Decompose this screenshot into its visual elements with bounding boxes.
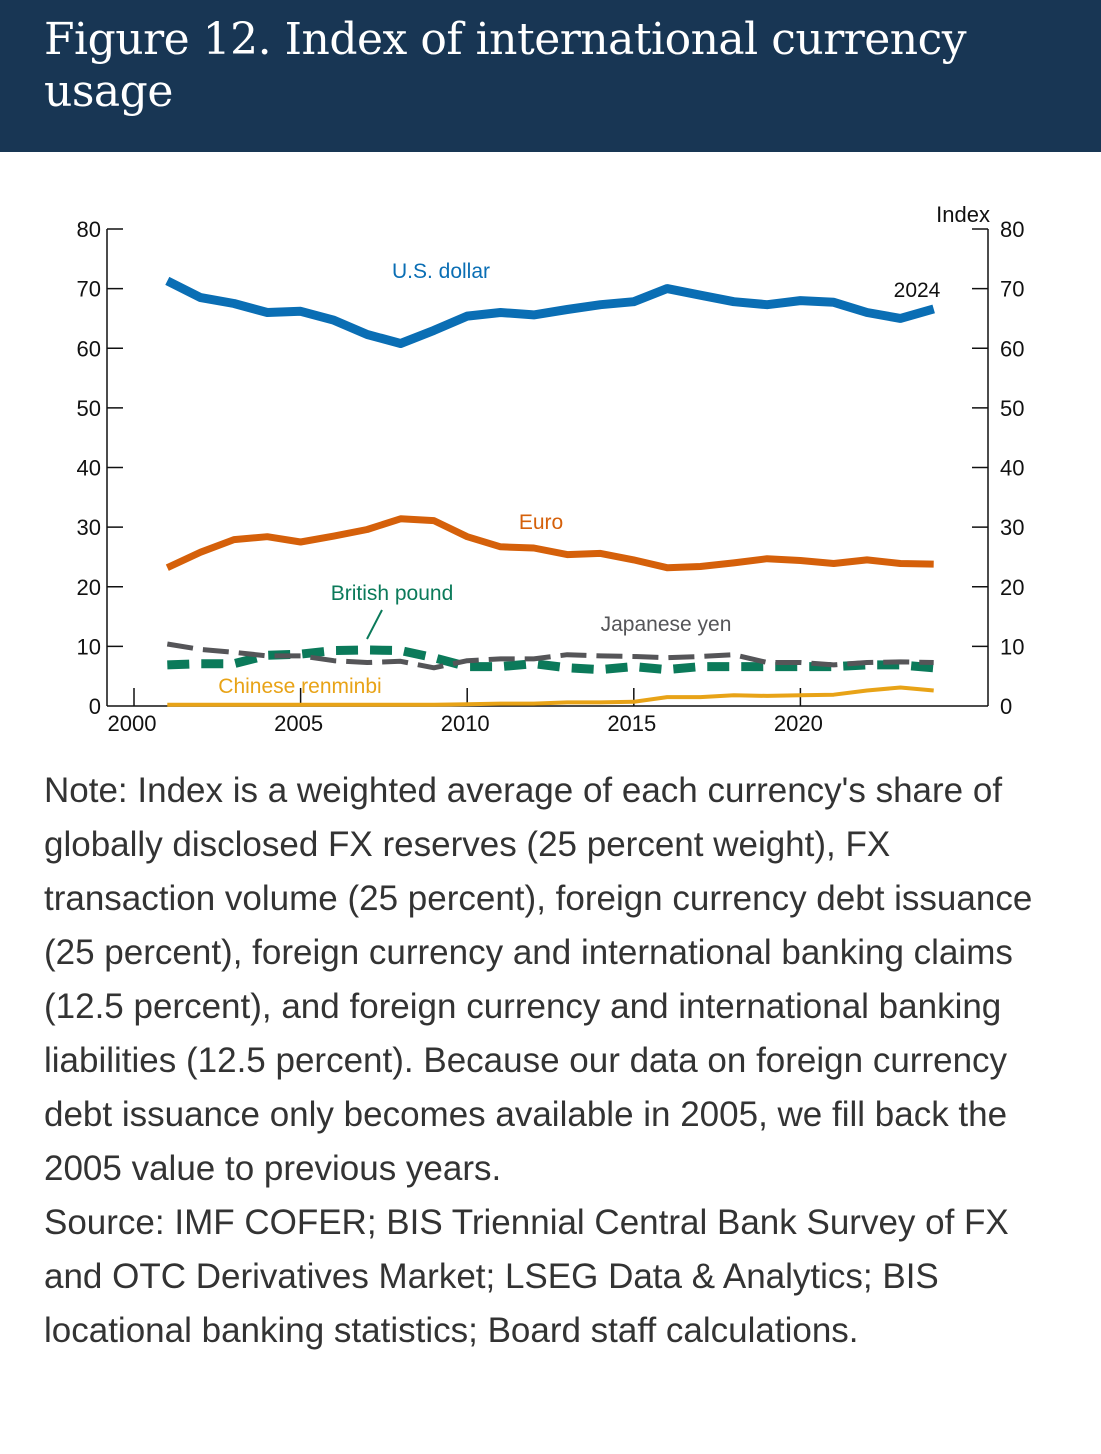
y-tick-label-left: 0 <box>89 694 101 719</box>
y-tick-label-right: 20 <box>1000 575 1024 600</box>
y-tick-label-right: 0 <box>1000 694 1012 719</box>
series-line-eur <box>165 515 934 572</box>
figure-header: Figure 12. Index of international curren… <box>0 0 1101 152</box>
end-year-label: 2024 <box>894 279 941 302</box>
series-label-usd: U.S. dollar <box>392 260 490 283</box>
y-tick-label-left: 50 <box>77 396 101 421</box>
y-tick-label-right: 80 <box>1000 217 1024 242</box>
x-tick-label: 2015 <box>607 711 656 736</box>
series-label-jpy: Japanese yen <box>601 613 732 636</box>
y-tick-label-left: 30 <box>77 515 101 540</box>
y-tick-label-right: 40 <box>1000 456 1024 481</box>
x-tick-label: 2005 <box>274 711 323 736</box>
y-tick-label-left: 20 <box>77 575 101 600</box>
x-tick-label: 2020 <box>774 711 823 736</box>
y-tick-label-left: 10 <box>77 634 101 659</box>
y-tick-label-right: 10 <box>1000 634 1024 659</box>
y-tick-label-left: 80 <box>77 217 101 242</box>
y-tick-label-left: 40 <box>77 456 101 481</box>
y-tick-label-right: 30 <box>1000 515 1024 540</box>
chart-series <box>165 276 935 707</box>
source-text: Source: IMF COFER; BIS Triennial Central… <box>44 1203 1009 1350</box>
y-tick-label-left: 60 <box>77 336 101 361</box>
series-line-jpy <box>166 641 934 671</box>
chart-labels: Index 2024 U.S. dollar Euro Japanese yen… <box>218 202 990 698</box>
figure-title: Figure 12. Index of international curren… <box>44 14 967 117</box>
y-tick-label-left: 70 <box>77 277 101 302</box>
y-tick-label-right: 60 <box>1000 336 1024 361</box>
series-label-gbp: British pound <box>331 582 454 605</box>
y-axis-unit-label: Index <box>936 202 990 227</box>
gbp-label-leader-line <box>366 609 383 640</box>
figure-note: Note: Index is a weighted average of eac… <box>44 764 1064 1358</box>
series-line-cny <box>167 685 934 707</box>
series-line-gbp <box>167 645 935 675</box>
series-label-cny: Chinese renminbi <box>218 675 381 698</box>
x-tick-label: 2010 <box>441 711 490 736</box>
series-label-eur: Euro <box>519 511 563 534</box>
series-line-usd <box>165 276 935 348</box>
y-tick-label-right: 70 <box>1000 277 1024 302</box>
x-tick-label: 2000 <box>108 711 157 736</box>
note-text: Note: Index is a weighted average of eac… <box>44 771 1033 1188</box>
y-tick-label-right: 50 <box>1000 396 1024 421</box>
